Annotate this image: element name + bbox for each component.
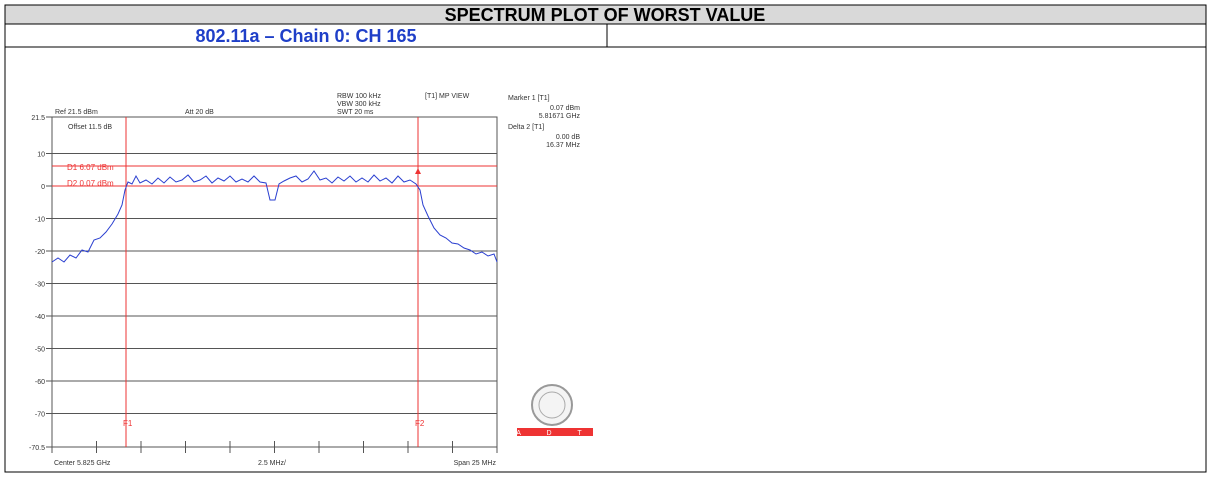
y-tick-label: -30 [35, 282, 45, 289]
marker1-freq: 5.81671 GHz [539, 113, 581, 120]
y-tick-label: -50 [35, 347, 45, 354]
center: Center 5.825 GHz [54, 460, 111, 467]
y-tick-label: -20 [35, 249, 45, 256]
y-tick-label: -70 [35, 412, 45, 419]
y-tick-label: 21.5 [31, 115, 45, 122]
ref: Ref 21.5 dBm [55, 109, 98, 116]
marker1-label: Marker 1 [T1] [508, 95, 550, 102]
f2-label: F2 [415, 419, 425, 428]
marker1-level: 0.07 dBm [550, 105, 580, 112]
rbw: RBW 100 kHz [337, 93, 381, 100]
y-tick-label: 10 [37, 152, 45, 159]
div: 2.5 MHz/ [258, 460, 286, 467]
vbw: VBW 300 kHz [337, 101, 381, 108]
y-tick-label: -10 [35, 217, 45, 224]
att: Att 20 dB [185, 109, 214, 116]
offset: Offset 11.5 dB [68, 124, 112, 131]
marker-1 [415, 168, 421, 174]
logo-bar [517, 428, 593, 436]
delta2-level: 0.00 dB [556, 134, 580, 141]
span: Span 25 MHz [454, 460, 497, 467]
trace [51, 170, 498, 263]
y-tick-label: -60 [35, 379, 45, 386]
subtitle: 802.11a – Chain 0: CH 165 [195, 26, 416, 46]
logo-text: A D T [516, 430, 593, 437]
empty-cell [606, 23, 1207, 48]
y-tick-label: -40 [35, 314, 45, 321]
view: [T1] MP VIEW [425, 93, 470, 100]
delta2-freq: 16.37 MHz [546, 142, 580, 149]
d1-label: D1 6.07 dBm [67, 163, 114, 172]
delta2-label: Delta 2 [T1] [508, 124, 544, 131]
f1-label: F1 [123, 419, 133, 428]
d2-label: D2 0.07 dBm [67, 179, 114, 188]
y-tick-label: -70.5 [29, 445, 45, 452]
y-tick-label: 0 [41, 184, 45, 191]
title: SPECTRUM PLOT OF WORST VALUE [445, 5, 766, 25]
logo-seal [531, 384, 573, 426]
logo-inner [538, 391, 566, 419]
swt: SWT 20 ms [337, 109, 374, 116]
